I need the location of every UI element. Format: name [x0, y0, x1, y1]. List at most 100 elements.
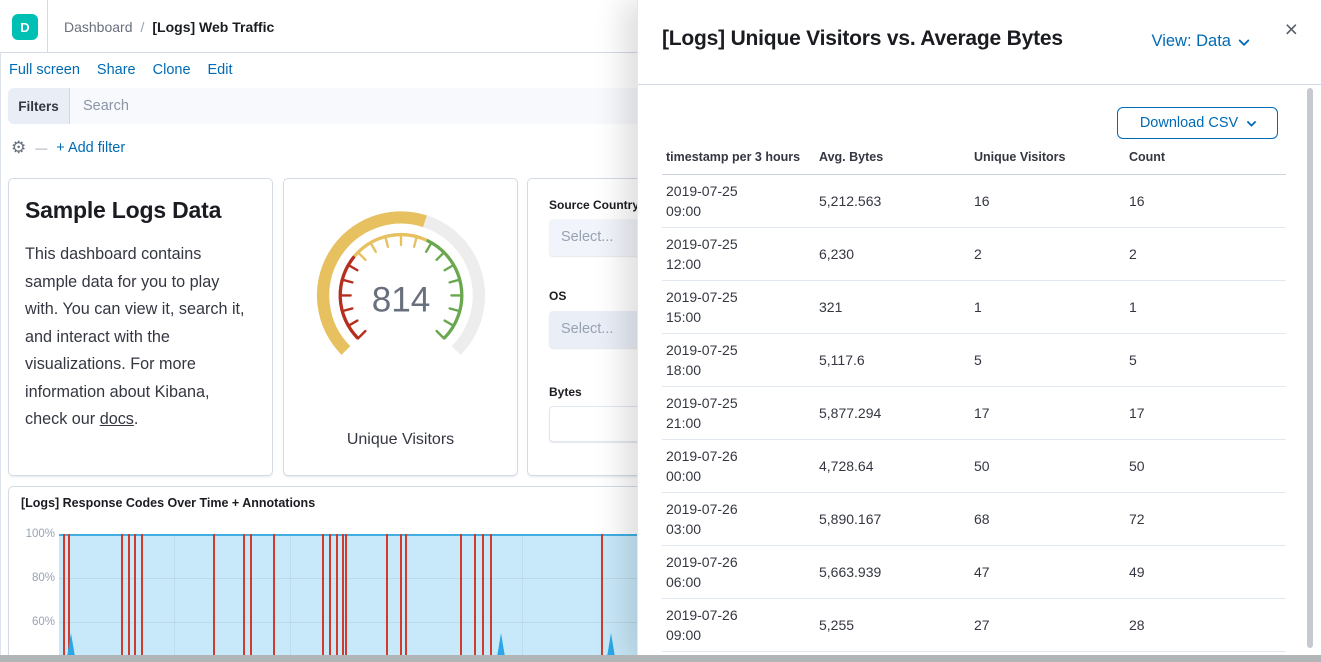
markdown-text: This dashboard contains sample data for …	[25, 245, 245, 428]
flyout-scrollbar[interactable]	[1307, 88, 1313, 648]
view-data-label: View: Data	[1151, 32, 1232, 50]
panel-sample-logs-data: Sample Logs Data This dashboard contains…	[8, 178, 273, 476]
space-avatar[interactable]: D	[12, 14, 38, 40]
annotation-line[interactable]	[128, 534, 130, 662]
annotation-line[interactable]	[460, 534, 462, 662]
clone-button[interactable]: Clone	[152, 62, 191, 78]
cell-timestamp: 2019-07-26 09:00	[662, 598, 815, 652]
cell-avg-bytes: 5,117.6	[815, 333, 970, 387]
table-row: 2019-07-26 03:00 5,890.167 68 72	[662, 492, 1286, 546]
column-header-count: Count	[1125, 144, 1286, 175]
view-data-selector[interactable]: View: Data	[1151, 32, 1250, 51]
query-bar: Filters Search	[8, 88, 637, 124]
cell-avg-bytes: 321	[815, 280, 970, 334]
annotation-line[interactable]	[121, 534, 123, 662]
annotation-line[interactable]	[345, 534, 347, 662]
gauge-band-gray	[423, 215, 486, 355]
column-header-timestamp: timestamp per 3 hours	[662, 144, 815, 175]
control-label-source-country: Source Country	[549, 198, 640, 212]
cell-unique-visitors: 47	[970, 545, 1125, 599]
annotation-line[interactable]	[322, 534, 324, 662]
gridline	[59, 622, 799, 623]
response-codes-title: [Logs] Response Codes Over Time + Annota…	[21, 496, 316, 510]
annotation-line[interactable]	[336, 534, 338, 662]
column-header-avg-bytes: Avg. Bytes	[815, 144, 970, 175]
annotation-line[interactable]	[63, 534, 65, 662]
breadcrumb-dashboard[interactable]: Dashboard	[64, 19, 133, 35]
annotation-line[interactable]	[490, 534, 492, 662]
cell-timestamp: 2019-07-25 18:00	[662, 333, 815, 387]
annotation-line[interactable]	[482, 534, 484, 662]
breadcrumb: Dashboard / [Logs] Web Traffic	[64, 19, 274, 35]
cell-timestamp: 2019-07-25 09:00	[662, 174, 815, 228]
gauge-ticks	[339, 233, 463, 340]
annotation-line[interactable]	[386, 534, 388, 662]
cell-unique-visitors: 2	[970, 227, 1125, 281]
add-filter-button[interactable]: + Add filter	[56, 140, 126, 156]
visitors-data-table: timestamp per 3 hours Avg. Bytes Unique …	[662, 144, 1286, 662]
annotation-line[interactable]	[134, 534, 136, 662]
annotation-line[interactable]	[250, 534, 252, 662]
share-button[interactable]: Share	[96, 62, 136, 78]
filters-button[interactable]: Filters	[8, 88, 70, 124]
gauge-chart: 814	[317, 211, 486, 355]
cell-unique-visitors: 68	[970, 492, 1125, 546]
annotation-line[interactable]	[474, 534, 476, 662]
filter-bar: ⚙ — + Add filter	[11, 139, 125, 157]
table-row: 2019-07-25 15:00 321 1 1	[662, 280, 1286, 334]
annotation-line[interactable]	[342, 534, 344, 662]
flyout-title: [Logs] Unique Visitors vs. Average Bytes	[662, 27, 1063, 50]
download-csv-button[interactable]: Download CSV	[1117, 107, 1278, 139]
cell-count: 28	[1125, 598, 1286, 652]
cell-timestamp: 2019-07-26 00:00	[662, 439, 815, 493]
markdown-period: .	[133, 410, 139, 428]
cell-count: 2	[1125, 227, 1286, 281]
download-csv-label: Download CSV	[1139, 115, 1239, 131]
breadcrumb-separator: /	[140, 19, 145, 35]
annotation-line[interactable]	[141, 534, 143, 662]
cell-avg-bytes: 5,212.563	[815, 174, 970, 228]
annotation-line[interactable]	[601, 534, 603, 662]
series-spike	[496, 633, 506, 662]
docs-link[interactable]: docs	[99, 410, 134, 428]
cell-avg-bytes: 5,890.167	[815, 492, 970, 546]
y-tick-80: 80%	[31, 572, 55, 584]
annotation-line[interactable]	[329, 534, 331, 662]
gauge-band-amber	[317, 211, 427, 355]
table-row: 2019-07-26 09:00 5,255 27 28	[662, 598, 1286, 652]
annotation-line[interactable]	[400, 534, 402, 662]
table-row: 2019-07-25 12:00 6,230 2 2	[662, 227, 1286, 281]
annotation-line[interactable]	[243, 534, 245, 662]
cell-count: 72	[1125, 492, 1286, 546]
y-tick-60: 60%	[31, 616, 55, 628]
cell-avg-bytes: 6,230	[815, 227, 970, 281]
gauge-value: 814	[372, 281, 431, 320]
logo-section: D	[0, 0, 48, 52]
filter-dash: —	[35, 141, 48, 155]
cell-unique-visitors: 50	[970, 439, 1125, 493]
table-row: 2019-07-25 18:00 5,117.6 5 5	[662, 333, 1286, 387]
chevron-down-icon	[1238, 34, 1250, 46]
cell-timestamp: 2019-07-26 03:00	[662, 492, 815, 546]
close-icon[interactable]: ×	[1284, 16, 1298, 42]
annotation-line[interactable]	[68, 534, 70, 662]
cell-avg-bytes: 5,877.294	[815, 386, 970, 440]
series-spike	[606, 633, 616, 662]
edit-button[interactable]: Edit	[207, 62, 233, 78]
cell-count: 17	[1125, 386, 1286, 440]
table-row: 2019-07-26 06:00 5,663.939 47 49	[662, 545, 1286, 599]
annotation-line[interactable]	[405, 534, 407, 662]
annotation-line[interactable]	[213, 534, 215, 662]
annotation-line[interactable]	[273, 534, 275, 662]
horizontal-scrollbar[interactable]	[0, 655, 1321, 662]
panel-unique-visitors-gauge: 814 Unique Visitors	[283, 178, 518, 476]
table-header-row: timestamp per 3 hours Avg. Bytes Unique …	[662, 144, 1286, 175]
cell-timestamp: 2019-07-25 15:00	[662, 280, 815, 334]
column-header-unique-visitors: Unique Visitors	[970, 144, 1125, 175]
full-screen-button[interactable]: Full screen	[9, 62, 80, 78]
control-label-os: OS	[549, 289, 567, 303]
gear-icon[interactable]: ⚙	[11, 138, 27, 157]
series-spike	[66, 633, 76, 662]
search-input[interactable]: Search	[83, 98, 129, 114]
